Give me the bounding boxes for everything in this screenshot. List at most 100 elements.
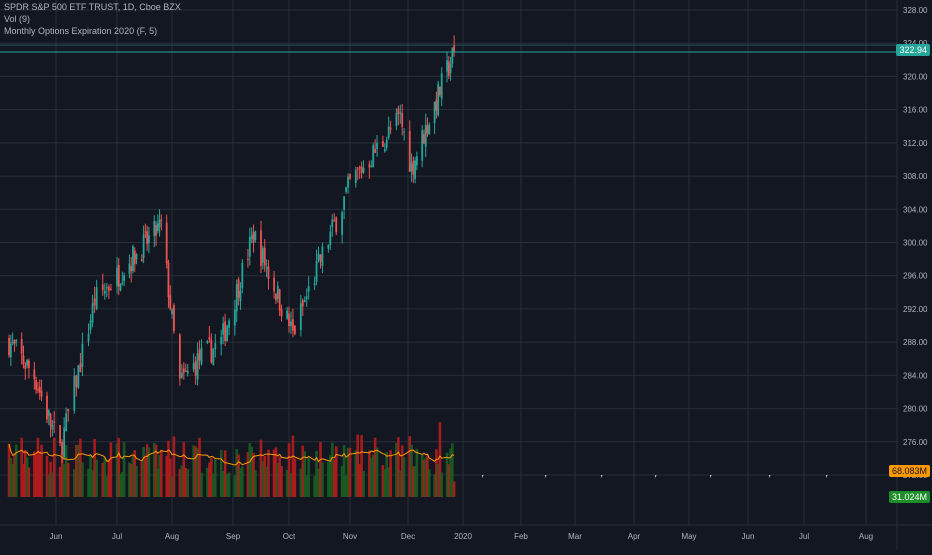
candle-body: [374, 148, 377, 153]
volume-bar: [334, 446, 338, 497]
volume-bar: [75, 444, 78, 497]
candle-body: [247, 258, 249, 260]
volume-bar: [186, 469, 190, 497]
volume-bar: [332, 459, 336, 497]
candle-body: [276, 285, 279, 299]
candle-body: [22, 355, 25, 365]
volume-bar: [263, 456, 267, 497]
candle-body: [414, 160, 416, 179]
candle-body: [214, 343, 217, 350]
candle-body: [356, 168, 359, 170]
indicator-legend[interactable]: Monthly Options Expiration 2020 (F, 5): [4, 26, 158, 36]
candle-body: [233, 309, 236, 326]
volume-bar: [395, 442, 398, 497]
volume-bar: [413, 465, 417, 497]
candle-body: [8, 337, 10, 356]
volume-bar: [109, 442, 113, 497]
price-tick-label: 300.00: [903, 239, 928, 248]
volume-bar: [129, 464, 133, 497]
candle-body: [241, 262, 244, 288]
candle-body: [11, 341, 14, 343]
volume-bar: [66, 462, 70, 497]
candle-body: [158, 219, 161, 228]
volume-bar: [435, 449, 438, 497]
candle-body: [156, 223, 159, 232]
candle-body: [331, 219, 334, 228]
candle-body: [376, 142, 378, 149]
volume-bar: [272, 449, 276, 497]
volume-bar: [356, 434, 360, 497]
candle-body: [286, 310, 289, 319]
candle-body: [341, 212, 344, 235]
candle-body: [317, 253, 320, 261]
candle-body: [372, 145, 375, 167]
candle-body: [415, 156, 418, 166]
candle-body: [421, 130, 424, 161]
candle-body: [47, 410, 50, 416]
candle-body: [121, 282, 124, 284]
candle-body: [333, 220, 336, 222]
time-tick-label: Aug: [859, 532, 873, 541]
volume-badge: 31.024M: [888, 491, 930, 503]
candle-body: [155, 225, 157, 236]
candle-body: [228, 320, 230, 328]
price-tick-label: 288.00: [903, 338, 928, 347]
volume-bar: [321, 462, 324, 497]
volume-bar: [287, 443, 291, 497]
candle-body: [184, 370, 187, 372]
volume-bar: [237, 454, 240, 497]
candle-body: [403, 131, 406, 133]
candle-body: [40, 390, 43, 397]
volume-bar: [200, 472, 203, 497]
candle-body: [75, 375, 78, 388]
expiration-marker: [545, 475, 547, 478]
candle-body: [278, 289, 281, 311]
candle-body: [93, 298, 96, 306]
volume-bar: [122, 442, 126, 497]
candle-body: [370, 166, 373, 168]
volume-legend[interactable]: Vol (9): [4, 14, 31, 24]
candle-body: [210, 339, 213, 363]
volume-bar: [145, 444, 149, 497]
candle-body: [358, 167, 361, 169]
volume-bar: [165, 455, 168, 497]
candle-body: [226, 326, 228, 342]
price-tick-label: 328.00: [903, 6, 928, 15]
candle-body: [423, 134, 425, 144]
volume-bar: [9, 458, 13, 497]
volume-bar: [192, 445, 195, 497]
volume-bar: [445, 452, 449, 497]
volume-bar: [398, 470, 402, 497]
volume-bar: [433, 473, 436, 497]
volume-bar: [107, 459, 111, 497]
volume-bar: [52, 437, 56, 497]
volume-bar: [307, 457, 310, 497]
candle-body: [439, 86, 441, 96]
candle-body: [237, 279, 240, 298]
volume-bar: [7, 443, 11, 497]
volume-bar: [344, 475, 348, 497]
volume-bar: [402, 457, 406, 497]
candle-body: [220, 336, 223, 345]
candle-body: [360, 166, 363, 174]
volume-bar: [422, 459, 426, 497]
candle-body: [105, 287, 108, 289]
candle-body: [408, 131, 411, 172]
candle-body: [26, 359, 28, 366]
volume-bar: [89, 455, 92, 497]
candle-body: [123, 275, 125, 281]
candle-body: [397, 108, 400, 115]
volume-bar: [354, 450, 358, 497]
candle-body: [235, 284, 238, 312]
candle-body: [116, 267, 118, 286]
volume-bar: [178, 468, 182, 497]
time-tick-label: Jun: [742, 532, 755, 541]
candle-body: [130, 266, 133, 272]
symbol-legend[interactable]: SPDR S&P 500 ETF TRUST, 1D, Cboe BZX: [4, 2, 181, 12]
volume-bar: [447, 464, 451, 497]
volume-bar: [246, 452, 250, 497]
volume-bar: [410, 444, 413, 497]
volume-bar: [184, 467, 188, 497]
